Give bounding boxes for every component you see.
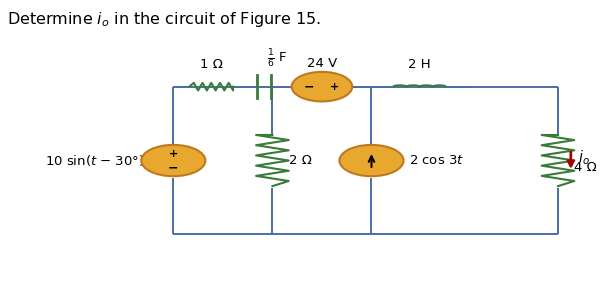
Text: $i_o$: $i_o$ bbox=[578, 148, 590, 167]
Text: −: − bbox=[304, 80, 314, 93]
Text: 10 sin($t$ − 30°) V: 10 sin($t$ − 30°) V bbox=[45, 153, 159, 168]
Circle shape bbox=[292, 72, 352, 101]
Text: 2 H: 2 H bbox=[408, 58, 431, 71]
Text: 2 Ω: 2 Ω bbox=[289, 154, 311, 167]
Text: +: + bbox=[330, 82, 340, 92]
Text: 24 V: 24 V bbox=[307, 57, 337, 70]
Text: 1 Ω: 1 Ω bbox=[200, 58, 223, 71]
Circle shape bbox=[340, 145, 404, 176]
Text: 2 cos 3$t$: 2 cos 3$t$ bbox=[409, 154, 464, 167]
Text: +: + bbox=[169, 148, 178, 158]
Circle shape bbox=[141, 145, 205, 176]
Text: −: − bbox=[168, 161, 179, 174]
Text: $\frac{1}{6}$ F: $\frac{1}{6}$ F bbox=[266, 47, 287, 70]
Text: 4 Ω: 4 Ω bbox=[574, 161, 596, 174]
Text: Determine $i_o$ in the circuit of Figure 15.: Determine $i_o$ in the circuit of Figure… bbox=[7, 10, 321, 29]
